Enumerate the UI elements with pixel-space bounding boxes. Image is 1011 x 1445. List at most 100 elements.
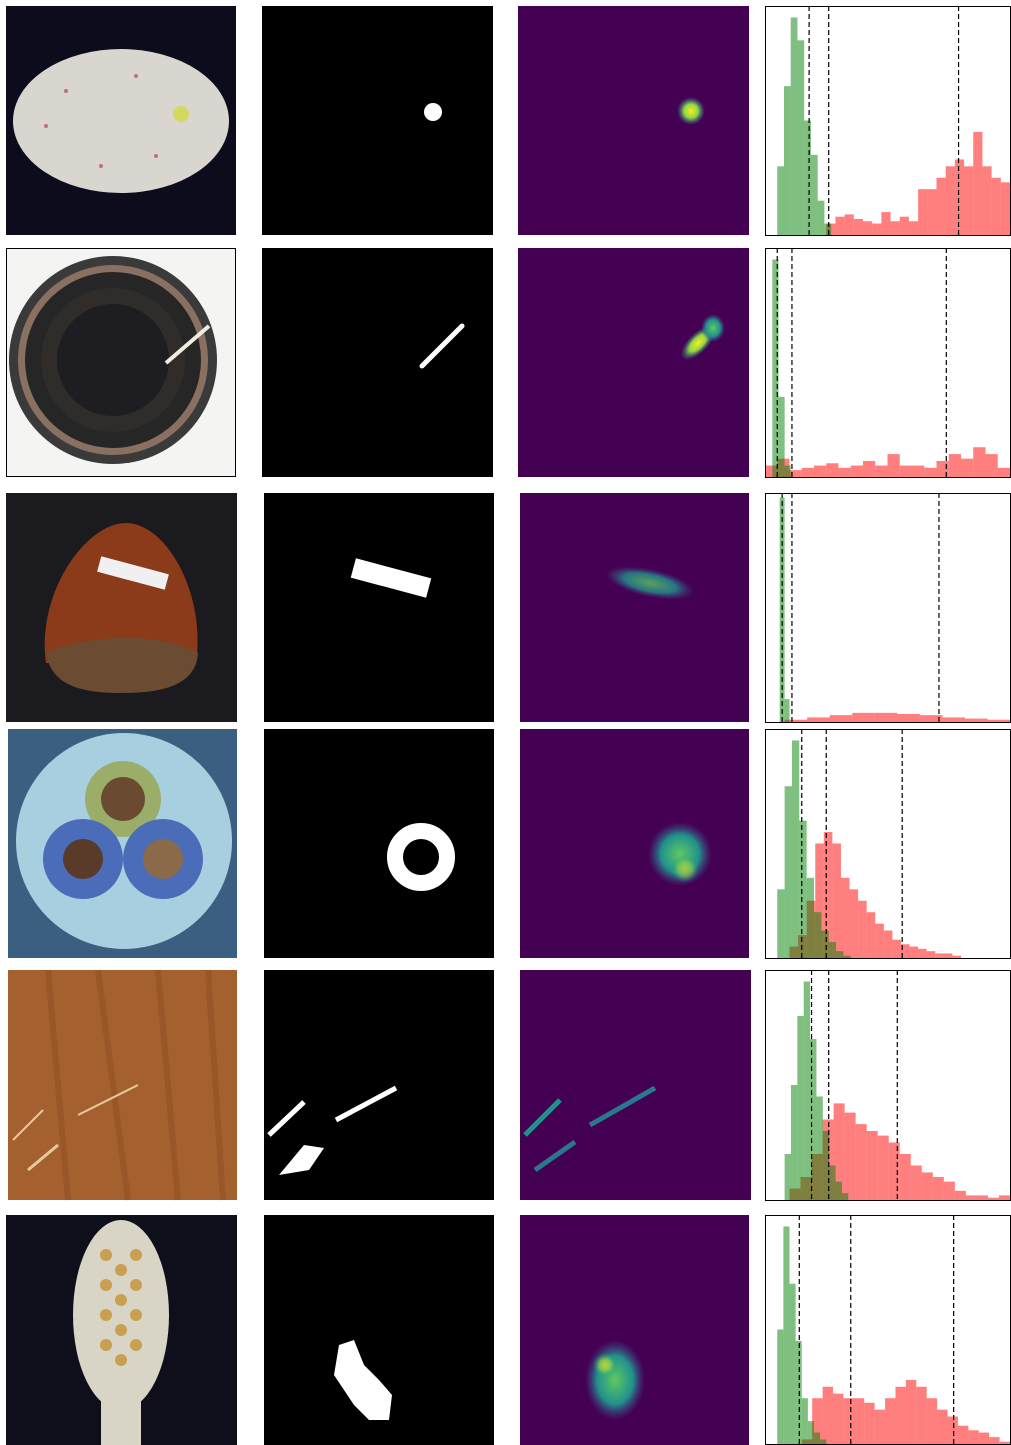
histogram-bar bbox=[778, 397, 784, 477]
axes-frame bbox=[766, 494, 1011, 723]
histogram-bar bbox=[829, 1166, 835, 1201]
histogram-bar bbox=[832, 844, 841, 959]
mask-image bbox=[264, 493, 494, 722]
histogram-bar bbox=[814, 1433, 820, 1444]
histograms bbox=[765, 6, 1011, 1445]
figure bbox=[0, 0, 1011, 1445]
histogram-bar bbox=[864, 1403, 874, 1444]
input-image bbox=[7, 249, 236, 477]
histogram-bar bbox=[949, 454, 961, 477]
histogram-bar bbox=[792, 740, 799, 958]
histogram-bar bbox=[799, 821, 806, 958]
histogram-bar bbox=[816, 1097, 822, 1201]
histogram-bar bbox=[826, 463, 838, 477]
histogram-bar bbox=[968, 1430, 978, 1444]
histogram-bar bbox=[937, 178, 946, 235]
histogram-bar bbox=[927, 189, 936, 235]
histogram-bar bbox=[814, 912, 821, 958]
histogram-bar bbox=[784, 86, 791, 235]
histogram-bar bbox=[948, 1417, 958, 1444]
histogram-bar bbox=[965, 719, 988, 722]
histogram-bar bbox=[906, 1380, 916, 1444]
histogram-bar bbox=[842, 1193, 848, 1200]
histogram-bar bbox=[979, 1433, 989, 1444]
histogram-bar bbox=[843, 956, 850, 958]
histogram-bar bbox=[843, 1398, 853, 1444]
histogram-bar bbox=[992, 178, 1001, 235]
histogram-bar bbox=[790, 470, 802, 477]
histogram-bar bbox=[791, 1085, 797, 1200]
histogram-bar bbox=[952, 956, 961, 958]
histogram-bar bbox=[989, 1437, 999, 1444]
histogram-bar bbox=[797, 40, 804, 235]
histogram bbox=[766, 1215, 1011, 1445]
histogram-bar bbox=[835, 217, 844, 235]
input-image bbox=[6, 6, 236, 235]
histogram-bar bbox=[814, 466, 826, 477]
histogram-bar bbox=[955, 1191, 966, 1200]
mask-image bbox=[264, 970, 494, 1200]
histogram-bar bbox=[785, 699, 790, 722]
histogram-bar bbox=[944, 1182, 955, 1200]
input-image bbox=[8, 729, 237, 958]
histogram-bar bbox=[885, 1398, 895, 1444]
histogram-bar bbox=[924, 468, 936, 477]
histogram-bar bbox=[875, 924, 884, 958]
histogram-bar bbox=[900, 1154, 911, 1200]
histogram-bar bbox=[958, 1426, 968, 1444]
histogram-bar bbox=[777, 166, 784, 235]
histogram-bar bbox=[973, 447, 985, 477]
histogram-bar bbox=[790, 1284, 796, 1444]
histogram-bar bbox=[833, 1394, 843, 1444]
histogram-bar bbox=[811, 155, 818, 235]
mask-image bbox=[262, 248, 493, 477]
histogram-bar bbox=[955, 159, 964, 235]
histogram-bar bbox=[863, 461, 875, 477]
histogram-bar bbox=[785, 466, 791, 477]
histogram-bar bbox=[777, 889, 784, 958]
histogram-bar bbox=[964, 166, 973, 235]
histogram-bar bbox=[875, 1410, 885, 1444]
histogram-bar bbox=[987, 720, 1010, 722]
histogram-bar bbox=[918, 949, 927, 958]
histogram-bar bbox=[804, 982, 810, 1201]
histogram bbox=[766, 729, 1011, 959]
histogram-bar bbox=[977, 1195, 988, 1200]
histogram-bar bbox=[824, 224, 831, 235]
histogram-bar bbox=[884, 931, 893, 958]
histogram bbox=[766, 970, 1011, 1201]
histogram-bar bbox=[891, 221, 900, 235]
histogram-bar bbox=[821, 931, 828, 958]
histogram-bar bbox=[872, 224, 881, 235]
histogram-bar bbox=[961, 459, 973, 477]
axes-frame bbox=[766, 249, 1011, 478]
input-image bbox=[8, 970, 237, 1200]
histogram-bar bbox=[900, 217, 909, 235]
histogram-bar bbox=[912, 466, 924, 477]
histogram-bar bbox=[785, 786, 792, 958]
histogram bbox=[766, 6, 1011, 236]
histogram-bar bbox=[785, 1154, 791, 1200]
histogram-bar bbox=[830, 715, 853, 722]
histogram-bar bbox=[909, 221, 918, 235]
histogram-bar bbox=[982, 166, 991, 235]
histogram-bar bbox=[927, 951, 936, 958]
heatmap-image bbox=[518, 6, 749, 235]
histogram-bar bbox=[841, 878, 850, 958]
histogram-bar bbox=[875, 466, 887, 477]
histogram-bar bbox=[889, 1143, 900, 1201]
mask-image bbox=[264, 729, 494, 958]
histogram-bar bbox=[839, 468, 851, 477]
histogram-bar bbox=[804, 121, 811, 236]
histogram-bar bbox=[916, 1387, 926, 1444]
histogram-bar bbox=[802, 1398, 808, 1444]
histogram-bar bbox=[999, 1195, 1010, 1200]
histogram-bar bbox=[1000, 1442, 1010, 1444]
heatmap-image bbox=[520, 970, 751, 1200]
histogram-bar bbox=[783, 1226, 789, 1444]
histogram-bar bbox=[937, 1410, 947, 1444]
histogram-bar bbox=[988, 1198, 999, 1200]
mask-image bbox=[262, 6, 493, 235]
histogram-bar bbox=[850, 889, 859, 958]
histogram-bar bbox=[867, 912, 876, 958]
